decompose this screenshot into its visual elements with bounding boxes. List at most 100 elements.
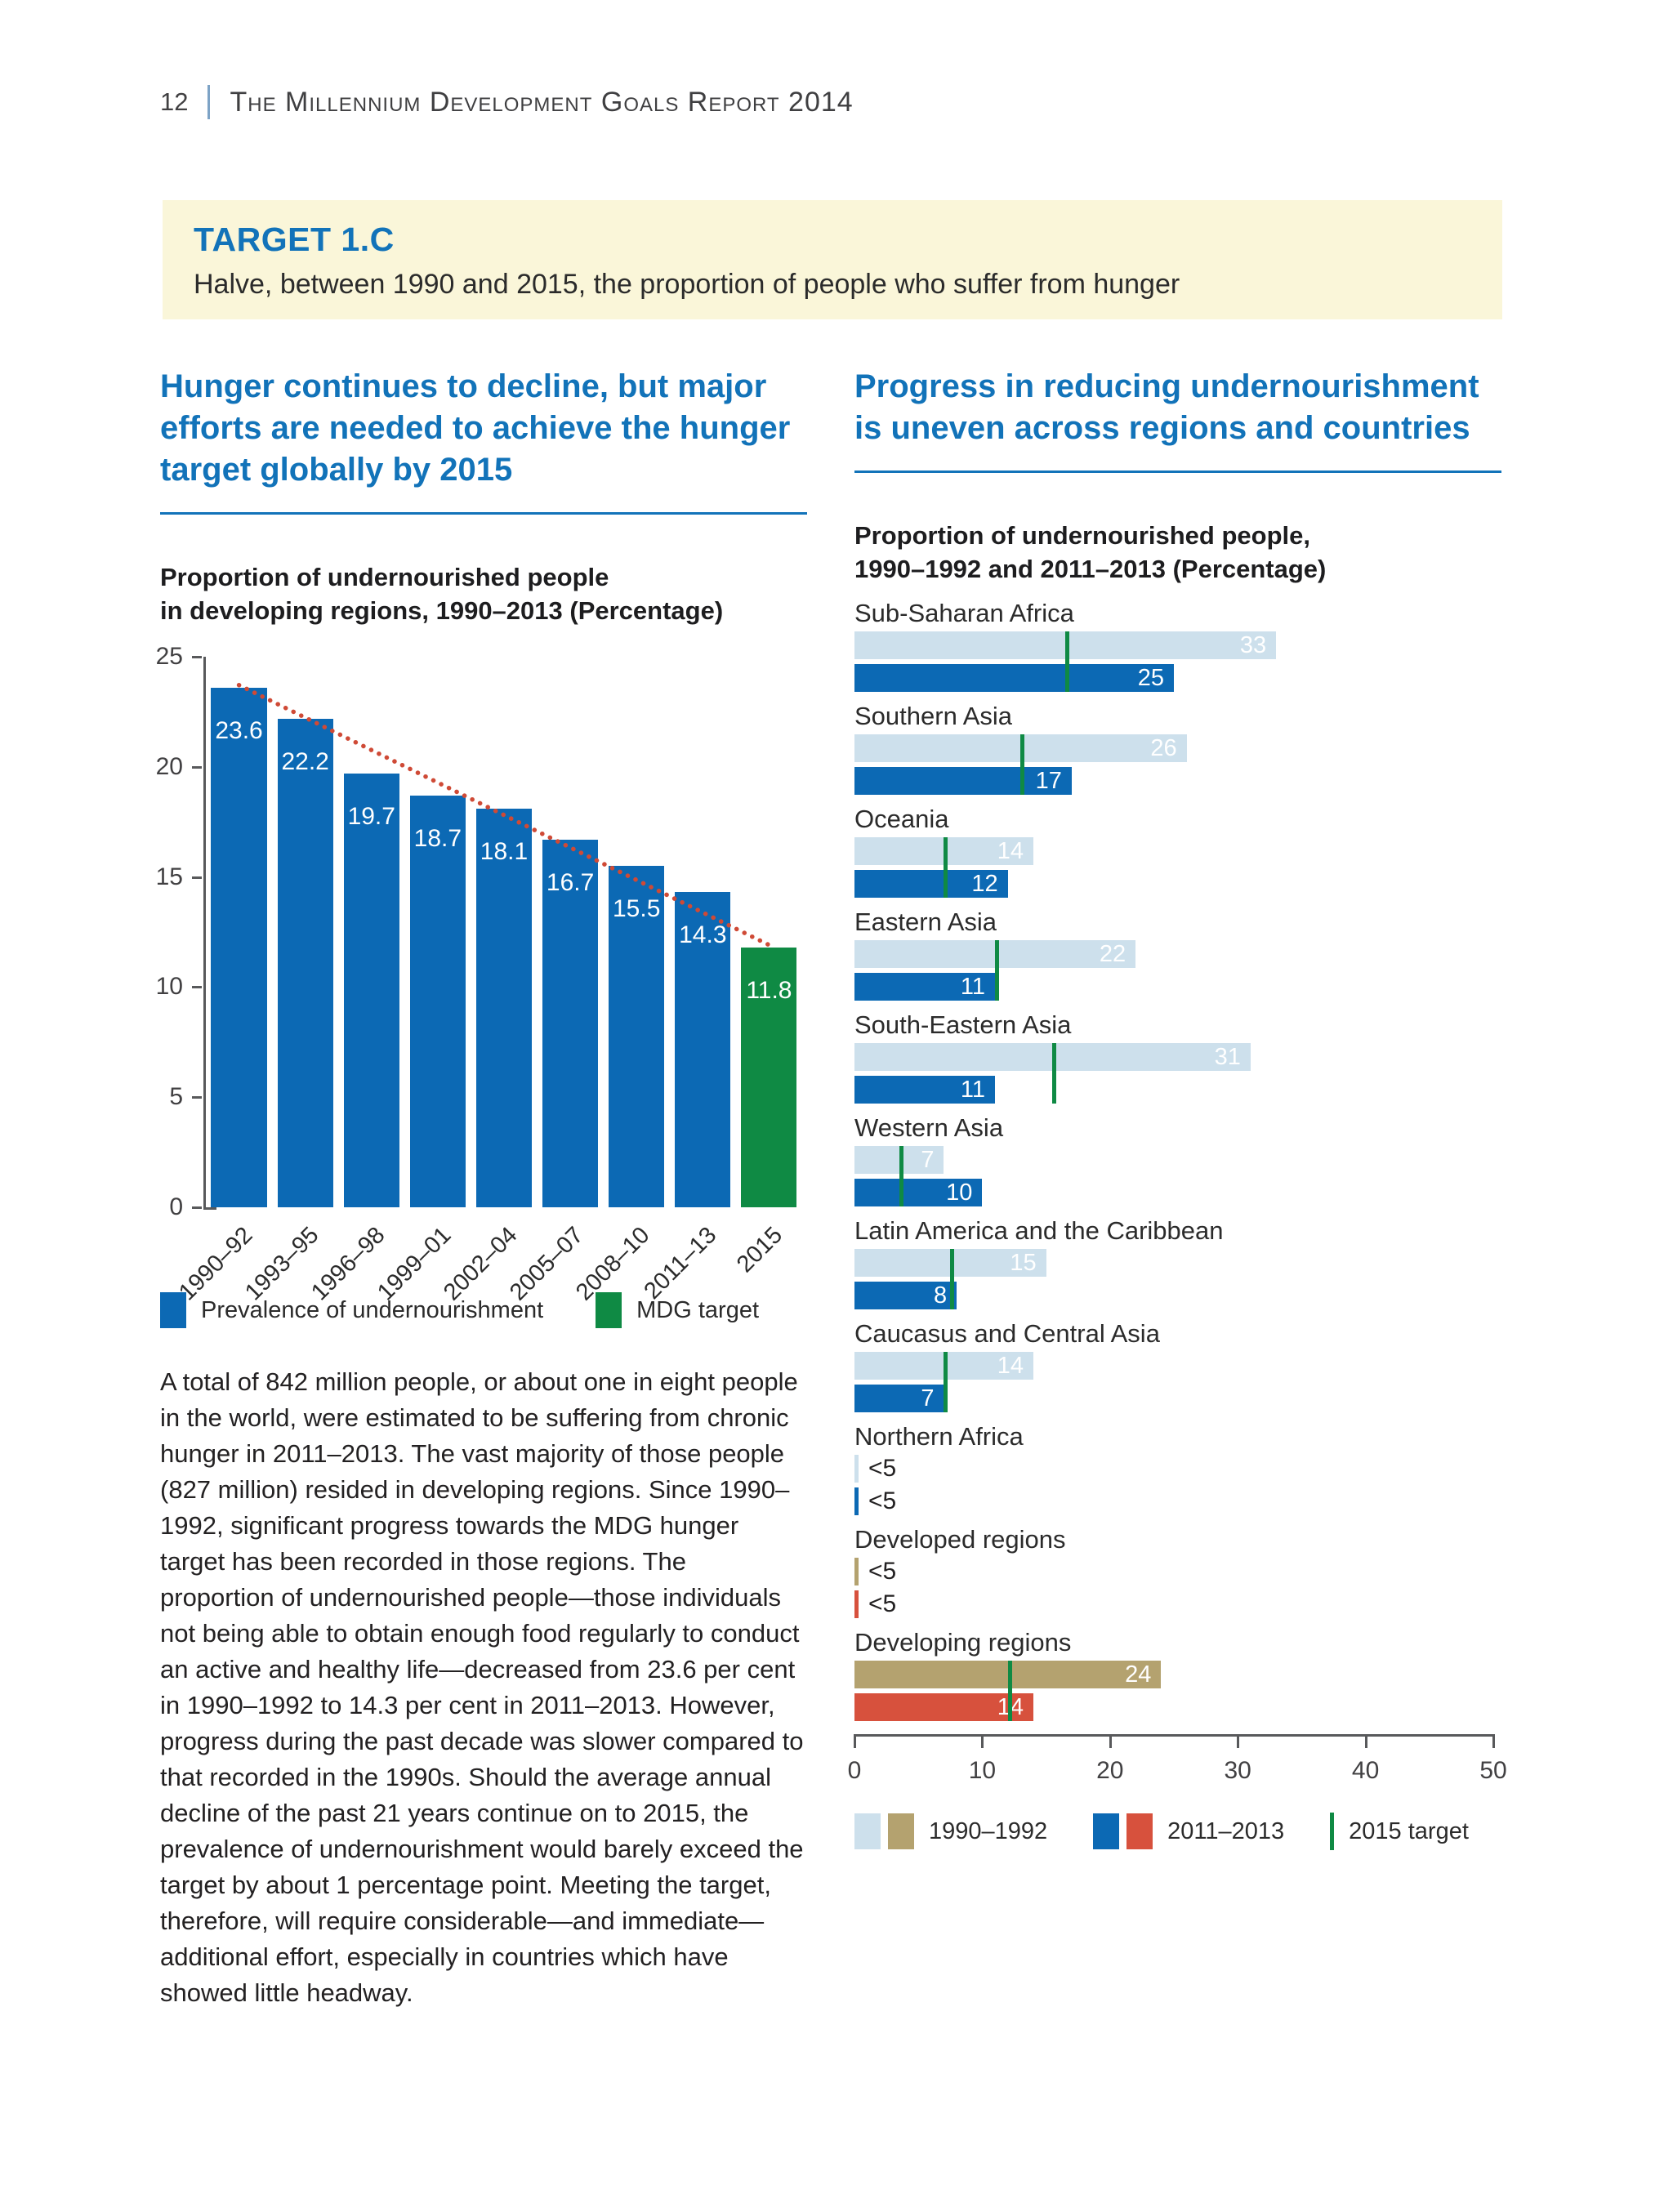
region-row: Southern Asia 26 17 — [854, 702, 1501, 795]
bar-value-label: 33 — [1239, 631, 1267, 658]
left-chart-title-line2: in developing regions, 1990–2013 (Percen… — [160, 596, 724, 625]
region-name: Northern Africa — [854, 1422, 1024, 1451]
target-2015-line — [944, 1352, 948, 1412]
bar-2011-2013: 11 — [854, 973, 996, 1001]
page-header: 12 The Millennium Development Goals Repo… — [160, 85, 854, 119]
prevalence-bar: 18.7 — [409, 795, 466, 1207]
region-row: Sub-Saharan Africa 33 25 — [854, 599, 1501, 692]
x-axis-tick-label: 20 — [1096, 1757, 1124, 1784]
prevalence-bar: 18.1 — [475, 809, 533, 1207]
x-axis-line — [854, 1734, 1493, 1737]
legend-label: 1990–1992 — [929, 1817, 1048, 1844]
bar-slot: 19.7 — [338, 657, 404, 1207]
region-name: Developed regions — [854, 1525, 1066, 1554]
bar-2011-2013: 7 — [854, 1385, 944, 1412]
region-bars: <5 <5 — [854, 1558, 1493, 1618]
prevalence-bar: 16.7 — [542, 839, 599, 1207]
x-axis-tick — [1109, 1734, 1112, 1748]
report-title: The Millennium Development Goals Report … — [230, 86, 854, 118]
region-row: Oceania 14 12 — [854, 805, 1501, 898]
bar-1990-1992-row: <5 — [854, 1558, 1493, 1585]
bar-2011-2013-row: 7 — [854, 1385, 1493, 1412]
legend-swatch — [1126, 1813, 1153, 1849]
bar-slot: 11.8 — [736, 657, 802, 1207]
bar-slot: 22.2 — [272, 657, 338, 1207]
legend-label: 2015 target — [1349, 1817, 1469, 1844]
x-axis-tick-label: 10 — [968, 1757, 997, 1784]
bar-1990-1992-tick — [854, 1558, 859, 1585]
right-chart-title: Proportion of undernourished people, 199… — [854, 519, 1501, 586]
bar-2011-2013-row: 11 — [854, 973, 1493, 1001]
right-chart-title-line2: 1990–1992 and 2011–2013 (Percentage) — [854, 555, 1327, 583]
left-chart-title: Proportion of undernourished people in d… — [160, 560, 807, 627]
y-axis-tick-label: 15 — [155, 863, 183, 890]
bar-2011-2013-row: <5 — [854, 1590, 1493, 1618]
bar-value-label: 14.3 — [679, 921, 727, 949]
y-axis-tick — [192, 656, 202, 658]
bar-2011-2013-row: 17 — [854, 767, 1493, 795]
legend-swatch — [596, 1292, 622, 1328]
right-heading-rule — [854, 470, 1501, 473]
x-axis-tick — [1492, 1734, 1495, 1748]
bar-1990-1992-row: 24 — [854, 1661, 1493, 1688]
y-axis-tick-label: 20 — [155, 752, 183, 780]
bar-value-label: 23.6 — [215, 716, 263, 744]
bar-value-label: 14 — [997, 837, 1024, 864]
region-name: Southern Asia — [854, 702, 1013, 730]
y-axis-tick-label: 5 — [169, 1083, 183, 1111]
header-divider — [207, 85, 211, 119]
region-row: Caucasus and Central Asia 14 7 — [854, 1319, 1501, 1412]
region-bars: 33 25 — [854, 631, 1493, 692]
region-name: Eastern Asia — [854, 908, 997, 936]
bar-value-label: 8 — [933, 1282, 948, 1309]
right-column: Progress in reducing undernourishment is… — [848, 366, 1507, 1850]
bar-1990-1992-row: 14 — [854, 837, 1493, 865]
bar-1990-1992-row: <5 — [854, 1455, 1493, 1483]
legend-label: Prevalence of undernourishment — [201, 1296, 544, 1323]
y-axis-tick — [192, 876, 202, 879]
legend-item: 2011–2013 — [1093, 1813, 1284, 1849]
bar-value-label: 18.1 — [480, 838, 529, 866]
left-column: Hunger continues to decline, but major e… — [156, 366, 807, 2011]
legend-label: MDG target — [636, 1296, 760, 1323]
target-2015-line — [899, 1146, 903, 1206]
bar-slot: 18.1 — [471, 657, 537, 1207]
target-2015-line — [1020, 734, 1025, 795]
legend-swatch — [160, 1292, 186, 1328]
x-axis-tick — [1364, 1734, 1367, 1748]
bar-value-label: 25 — [1137, 664, 1164, 691]
bar-value-label: <5 — [868, 1487, 897, 1514]
region-name: South-Eastern Asia — [854, 1010, 1072, 1039]
region-name: Western Asia — [854, 1113, 1004, 1142]
bar-value-label: 12 — [971, 870, 998, 897]
region-name: Oceania — [854, 805, 949, 833]
y-axis-tick — [192, 1206, 202, 1209]
x-axis-tick — [1237, 1734, 1240, 1748]
bar-value-label: 10 — [946, 1179, 973, 1206]
region-row: Developing regions 24 14 — [854, 1628, 1501, 1721]
bar-slot: 14.3 — [670, 657, 736, 1207]
bar-value-label: 22.2 — [281, 747, 329, 775]
bar-value-label: <5 — [868, 1558, 897, 1585]
x-axis-label-text: 2015 — [731, 1222, 788, 1278]
mdg-target-bar: 11.8 — [741, 947, 797, 1207]
bar-value-label: 22 — [1099, 940, 1126, 967]
bar-value-label: 24 — [1125, 1661, 1152, 1688]
bar-2011-2013-row: 10 — [854, 1179, 1493, 1206]
bar-value-label: 15.5 — [613, 895, 661, 923]
region-name: Caucasus and Central Asia — [854, 1319, 1160, 1348]
bar-1990-1992-row: 33 — [854, 631, 1493, 659]
bar-value-label: 7 — [921, 1385, 935, 1411]
region-row: South-Eastern Asia 31 11 — [854, 1010, 1501, 1104]
bar-2011-2013: 14 — [854, 1693, 1033, 1721]
y-axis-tick — [192, 1096, 202, 1099]
bar-value-label: 7 — [921, 1146, 935, 1173]
legend-item: 2015 target — [1330, 1813, 1469, 1850]
region-bars: 31 11 — [854, 1043, 1493, 1104]
bar-2011-2013: 25 — [854, 664, 1174, 692]
legend-label: 2011–2013 — [1167, 1817, 1285, 1844]
region-bars: 14 12 — [854, 837, 1493, 898]
bar-2011-2013-row: 8 — [854, 1282, 1493, 1309]
target-2015-line — [1065, 631, 1070, 692]
bar-value-label: <5 — [868, 1590, 897, 1617]
